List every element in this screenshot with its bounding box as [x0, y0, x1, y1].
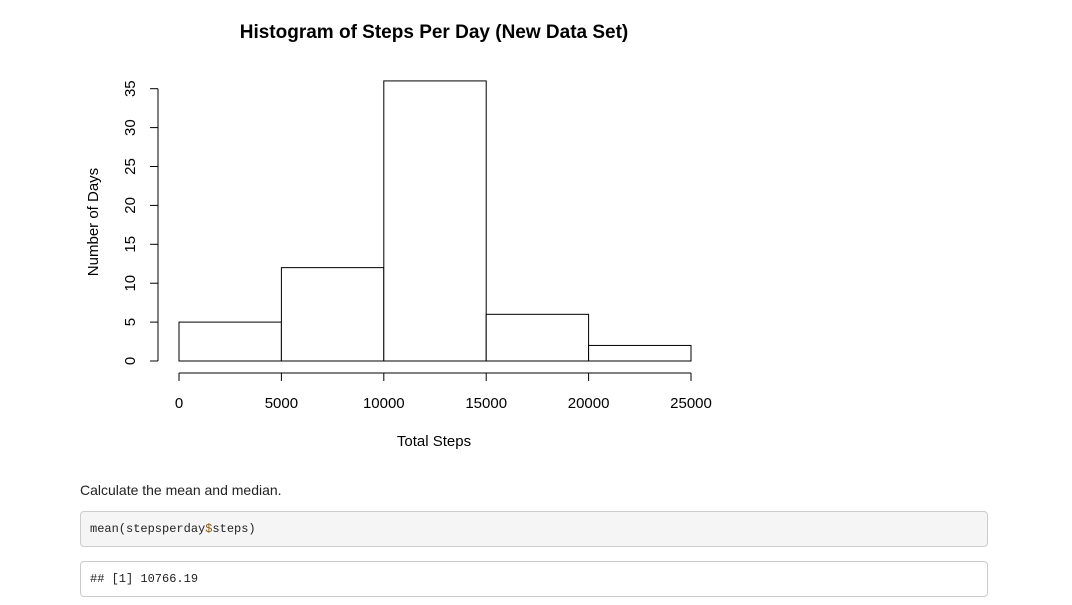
y-tick-label: 10 — [122, 275, 139, 292]
x-tick-label: 25000 — [670, 395, 712, 412]
x-tick-label: 15000 — [465, 395, 507, 412]
histogram-bar — [178, 321, 282, 362]
histogram-bar — [383, 80, 487, 362]
y-tick-label: 15 — [122, 236, 139, 253]
y-tick-label: 0 — [122, 357, 139, 365]
instruction-text: Calculate the mean and median. — [80, 482, 282, 498]
code-output-block: ## [1] 10766.19 — [80, 561, 988, 597]
y-tick-label: 5 — [122, 318, 139, 326]
chart-title: Histogram of Steps Per Day (New Data Set… — [240, 22, 629, 43]
y-tick-label: 25 — [122, 158, 139, 175]
y-tick-label: 20 — [122, 197, 139, 214]
code-field: steps) — [212, 522, 256, 536]
code-dollar-operator: $ — [205, 522, 213, 536]
x-axis-label: Total Steps — [397, 433, 471, 450]
x-axis: 0 5000 10000 15000 20000 25000 — [175, 372, 712, 412]
x-tick-label: 10000 — [363, 395, 405, 412]
code-input-block: mean(stepsperday$steps) — [80, 511, 988, 547]
y-tick-label: 30 — [122, 119, 139, 136]
histogram-bar — [280, 267, 385, 362]
histogram-chart: Histogram of Steps Per Day (New Data Set… — [85, 22, 712, 450]
code-call: mean(stepsperday — [90, 522, 206, 536]
y-axis-label: Number of Days — [85, 168, 102, 276]
histogram-bar — [588, 344, 692, 362]
x-tick-label: 20000 — [568, 395, 610, 412]
histogram-bars — [178, 80, 692, 362]
y-tick-label: 35 — [122, 80, 139, 97]
x-tick-label: 0 — [175, 395, 183, 412]
x-tick-label: 5000 — [265, 395, 298, 412]
y-axis: 0 5 10 15 20 25 30 35 — [122, 80, 159, 365]
histogram-bar — [485, 313, 590, 362]
